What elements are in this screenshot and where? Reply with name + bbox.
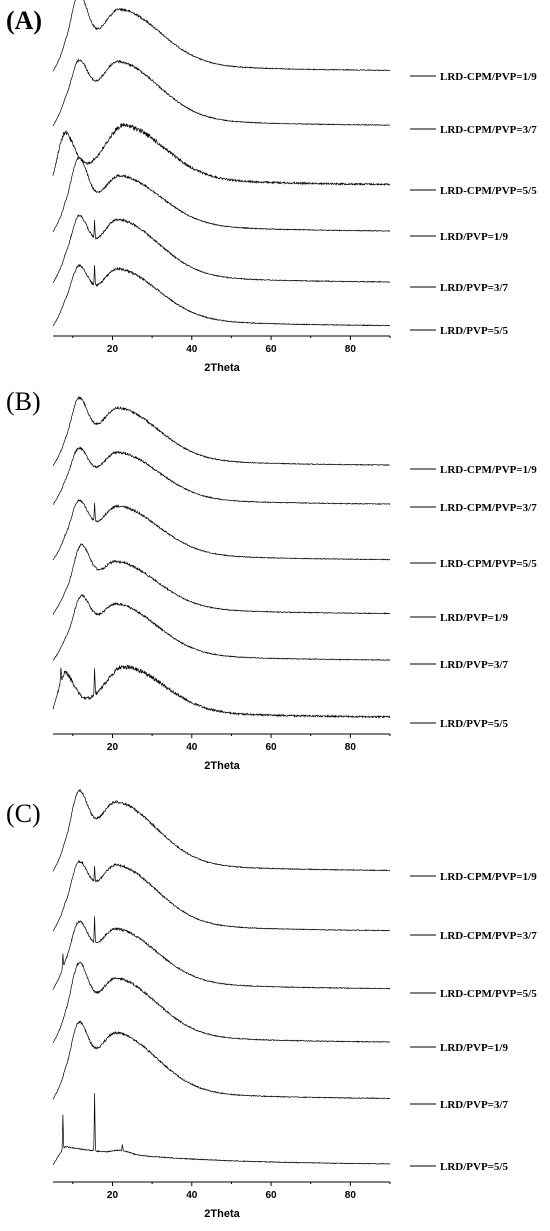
x-tick-label: 80: [345, 1190, 357, 1201]
x-axis-title: 2Theta: [204, 362, 240, 374]
xrd-trace: [52, 664, 391, 719]
xrd-trace: [52, 499, 391, 561]
x-tick-label: 60: [265, 1190, 277, 1201]
x-tick-label: 20: [107, 1190, 119, 1201]
legend-label: LRD/PVP=1/9: [440, 231, 508, 243]
x-tick-label: 40: [186, 344, 198, 355]
x-tick-label: 40: [186, 742, 198, 753]
xrd-trace: [52, 263, 391, 327]
xrd-trace: [52, 122, 391, 186]
legend-label: LRD/PVP=1/9: [440, 1042, 508, 1054]
xrd-trace: [52, 859, 391, 932]
x-tick-label: 20: [107, 742, 119, 753]
legend-label: LRD/PVP=3/7: [440, 1099, 508, 1111]
legend-label: LRD-CPM/PVP=5/5: [440, 988, 537, 1000]
xrd-trace: [52, 594, 391, 661]
xrd-trace: [52, 961, 391, 1043]
legend-label: LRD-CPM/PVP=1/9: [440, 464, 537, 476]
xrd-trace: [52, 446, 391, 505]
x-tick-label: 60: [265, 742, 277, 753]
x-axis-title: 2Theta: [204, 1208, 240, 1220]
panel-label: (A): [6, 6, 42, 35]
xrd-trace: [52, 58, 391, 127]
legend-label: LRD/PVP=3/7: [440, 282, 508, 294]
xrd-panel-c: (C) 20 40 60 80 2Theta LRD-CPM/PVP=1/9 LRD-CPM/…: [6, 788, 537, 1220]
legend-label: LRD-CPM/PVP=5/5: [440, 558, 537, 570]
legend-label: LRD/PVP=5/5: [440, 1161, 508, 1173]
legend-label: LRD-CPM/PVP=3/7: [440, 502, 537, 514]
legend-label: LRD-CPM/PVP=3/7: [440, 930, 537, 942]
legend-label: LRD/PVP=5/5: [440, 718, 508, 730]
x-tick-label: 20: [107, 344, 119, 355]
legend-label: LRD/PVP=1/9: [440, 612, 508, 624]
xrd-trace: [52, 1020, 391, 1100]
legend-label: LRD/PVP=5/5: [440, 325, 508, 337]
x-tick-label: 80: [345, 742, 357, 753]
xrd-trace: [52, 543, 391, 615]
xrd-trace: [52, 0, 391, 72]
panel-label: (B): [6, 387, 41, 416]
xrd-trace: [52, 214, 391, 283]
xrd-trace: [52, 1093, 391, 1166]
legend-label: LRD-CPM/PVP=1/9: [440, 71, 537, 83]
xrd-panel-b: (B) 20 40 60 80 2Theta LRD-CPM/PVP=1/9 LRD-CPM/…: [6, 387, 537, 772]
x-tick-label: 40: [186, 1190, 198, 1201]
xrd-trace: [52, 395, 391, 467]
xrd-trace: [52, 916, 391, 990]
xrd-trace: [52, 156, 390, 232]
legend-label: LRD/PVP=3/7: [440, 659, 508, 671]
x-axis-title: 2Theta: [204, 760, 240, 772]
x-tick-label: 60: [265, 344, 277, 355]
legend-label: LRD-CPM/PVP=3/7: [440, 124, 537, 136]
x-tick-label: 80: [345, 344, 357, 355]
legend-label: LRD-CPM/PVP=5/5: [440, 185, 537, 197]
xrd-trace: [52, 788, 391, 872]
legend-label: LRD-CPM/PVP=1/9: [440, 871, 537, 883]
panel-label: (C): [6, 799, 41, 828]
xrd-panel-a: (A) 20 40 60 80 2Theta LRD-CPM/PVP=1/9 LRD-CPM/…: [6, 0, 537, 374]
